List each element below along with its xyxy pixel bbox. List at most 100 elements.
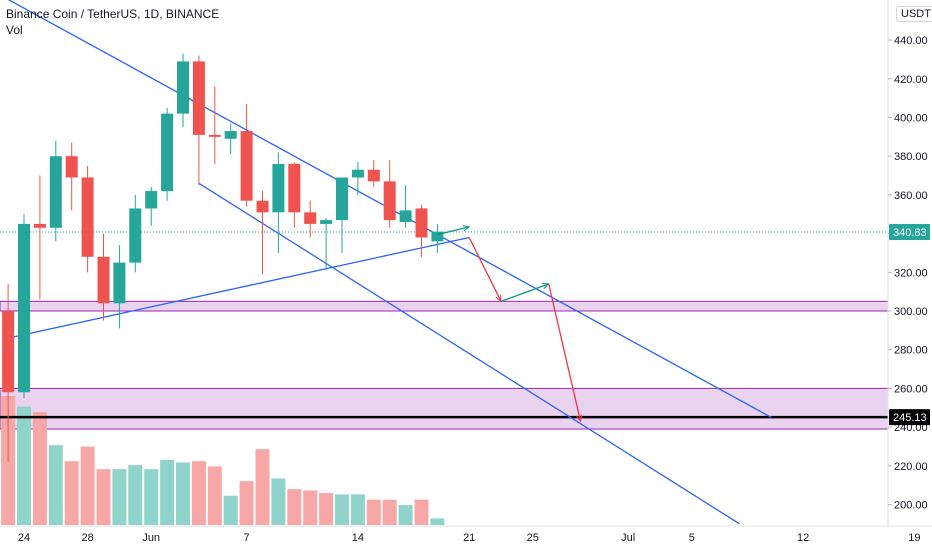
- candle-27[interactable]: [431, 223, 444, 253]
- candle-11[interactable]: [177, 53, 189, 128]
- candle-19[interactable]: [304, 200, 317, 238]
- volume-bar-18[interactable]: [287, 489, 302, 525]
- channel-lower-line[interactable]: [198, 182, 740, 525]
- svg-text:340.83: 340.83: [893, 227, 927, 239]
- candle-12[interactable]: [192, 55, 205, 186]
- projection-arrow-0[interactable]: [437, 227, 469, 236]
- volume-bar-12[interactable]: [191, 461, 206, 525]
- candle-18[interactable]: [288, 162, 301, 228]
- volume-bar-14[interactable]: [223, 495, 238, 525]
- volume-bar-10[interactable]: [160, 459, 175, 525]
- candle-26[interactable]: [415, 204, 428, 257]
- channel-upper-line[interactable]: [0, 0, 772, 418]
- volume-bar-20[interactable]: [319, 493, 334, 525]
- volume-bar-3[interactable]: [48, 445, 63, 525]
- x-tick-label: Jul: [621, 532, 635, 544]
- last-price-badge[interactable]: 340.83: [889, 223, 930, 240]
- candle-8[interactable]: [129, 194, 142, 273]
- candle-23[interactable]: [367, 160, 380, 188]
- candle-24[interactable]: [383, 160, 396, 228]
- currency-badge[interactable]: USDT: [896, 6, 932, 22]
- candle-7[interactable]: [113, 245, 126, 329]
- x-tick-label: 14: [352, 532, 364, 544]
- volume-bar-7[interactable]: [112, 469, 127, 525]
- x-tick-label: 21: [463, 532, 475, 544]
- x-tick-label: 7: [244, 532, 250, 544]
- x-tick-label: 12: [797, 532, 809, 544]
- y-tick-label: 280.00: [894, 345, 928, 357]
- svg-text:245.13: 245.13: [893, 412, 927, 424]
- volume-bar-16[interactable]: [255, 449, 270, 525]
- candle-13[interactable]: [208, 86, 221, 164]
- candle-0[interactable]: [2, 283, 15, 462]
- x-tick-label: Jun: [142, 532, 160, 544]
- candle-2[interactable]: [33, 175, 46, 300]
- y-tick-label: 260.00: [894, 383, 928, 395]
- projection-arrow-1[interactable]: [468, 237, 502, 301]
- candle-4[interactable]: [65, 142, 78, 211]
- volume-label[interactable]: Vol: [6, 23, 23, 37]
- volume-bar-13[interactable]: [207, 466, 222, 525]
- candles: [2, 53, 444, 462]
- candle-3[interactable]: [49, 140, 62, 242]
- zone-1[interactable]: [0, 387, 888, 430]
- volume-bar-27[interactable]: [430, 518, 445, 525]
- volume-bars: [1, 395, 445, 525]
- y-tick-label: 420.00: [894, 74, 928, 86]
- volume-bar-2[interactable]: [32, 411, 47, 525]
- candle-6[interactable]: [97, 233, 110, 321]
- y-tick-label: 440.00: [894, 35, 928, 47]
- candle-25[interactable]: [399, 185, 412, 228]
- x-tick-label: 25: [527, 532, 539, 544]
- volume-bar-22[interactable]: [350, 494, 365, 525]
- y-axis: 200.00220.00240.00260.00280.00300.00320.…: [888, 35, 928, 512]
- y-tick-label: 380.00: [894, 151, 928, 163]
- volume-bar-23[interactable]: [366, 499, 381, 525]
- volume-bar-19[interactable]: [303, 490, 318, 525]
- level-price-badge[interactable]: 245.13: [889, 409, 930, 426]
- symbol-title[interactable]: Binance Coin / TetherUS, 1D, BINANCE: [6, 7, 220, 21]
- candle-22[interactable]: [351, 162, 364, 195]
- volume-bar-11[interactable]: [176, 462, 190, 525]
- y-tick-label: 200.00: [894, 500, 928, 512]
- candle-17[interactable]: [272, 152, 285, 253]
- candle-1[interactable]: [18, 214, 30, 399]
- chart-header: Binance Coin / TetherUS, 1D, BINANCE Vol: [6, 6, 219, 38]
- volume-bar-6[interactable]: [96, 469, 111, 525]
- x-tick-label: 19: [908, 532, 920, 544]
- projection-arrow-3[interactable]: [548, 283, 581, 421]
- volume-bar-26[interactable]: [414, 499, 429, 525]
- rising-support-line[interactable]: [7, 236, 470, 339]
- candle-16[interactable]: [256, 191, 269, 275]
- y-tick-label: 360.00: [894, 190, 928, 202]
- x-tick-label: 28: [81, 532, 93, 544]
- candle-20[interactable]: [320, 218, 333, 271]
- y-tick-label: 220.00: [894, 461, 928, 473]
- candle-21[interactable]: [336, 177, 348, 253]
- volume-bar-5[interactable]: [80, 446, 95, 525]
- x-tick-label: 5: [689, 532, 695, 544]
- volume-bar-1[interactable]: [17, 406, 31, 525]
- y-tick-label: 400.00: [894, 113, 928, 125]
- volume-bar-4[interactable]: [64, 461, 79, 525]
- volume-bar-24[interactable]: [382, 499, 397, 525]
- y-tick-label: 300.00: [894, 306, 928, 318]
- volume-bar-9[interactable]: [144, 469, 159, 525]
- candle-9[interactable]: [145, 187, 158, 226]
- volume-bar-25[interactable]: [398, 505, 413, 525]
- candle-10[interactable]: [161, 107, 174, 201]
- candle-14[interactable]: [224, 123, 237, 155]
- volume-bar-17[interactable]: [271, 478, 286, 525]
- projection-arrow-2[interactable]: [500, 284, 549, 302]
- candle-15[interactable]: [240, 103, 253, 207]
- volume-bar-8[interactable]: [128, 465, 143, 525]
- volume-bar-15[interactable]: [239, 481, 254, 525]
- zone-0[interactable]: [0, 300, 888, 312]
- volume-bar-21[interactable]: [335, 494, 349, 525]
- plot-area[interactable]: [0, 0, 888, 525]
- y-tick-label: 320.00: [894, 267, 928, 279]
- candle-5[interactable]: [81, 165, 94, 273]
- x-axis: 24 28 Jun 7 14 21 25 Jul 5 12 19: [18, 532, 921, 544]
